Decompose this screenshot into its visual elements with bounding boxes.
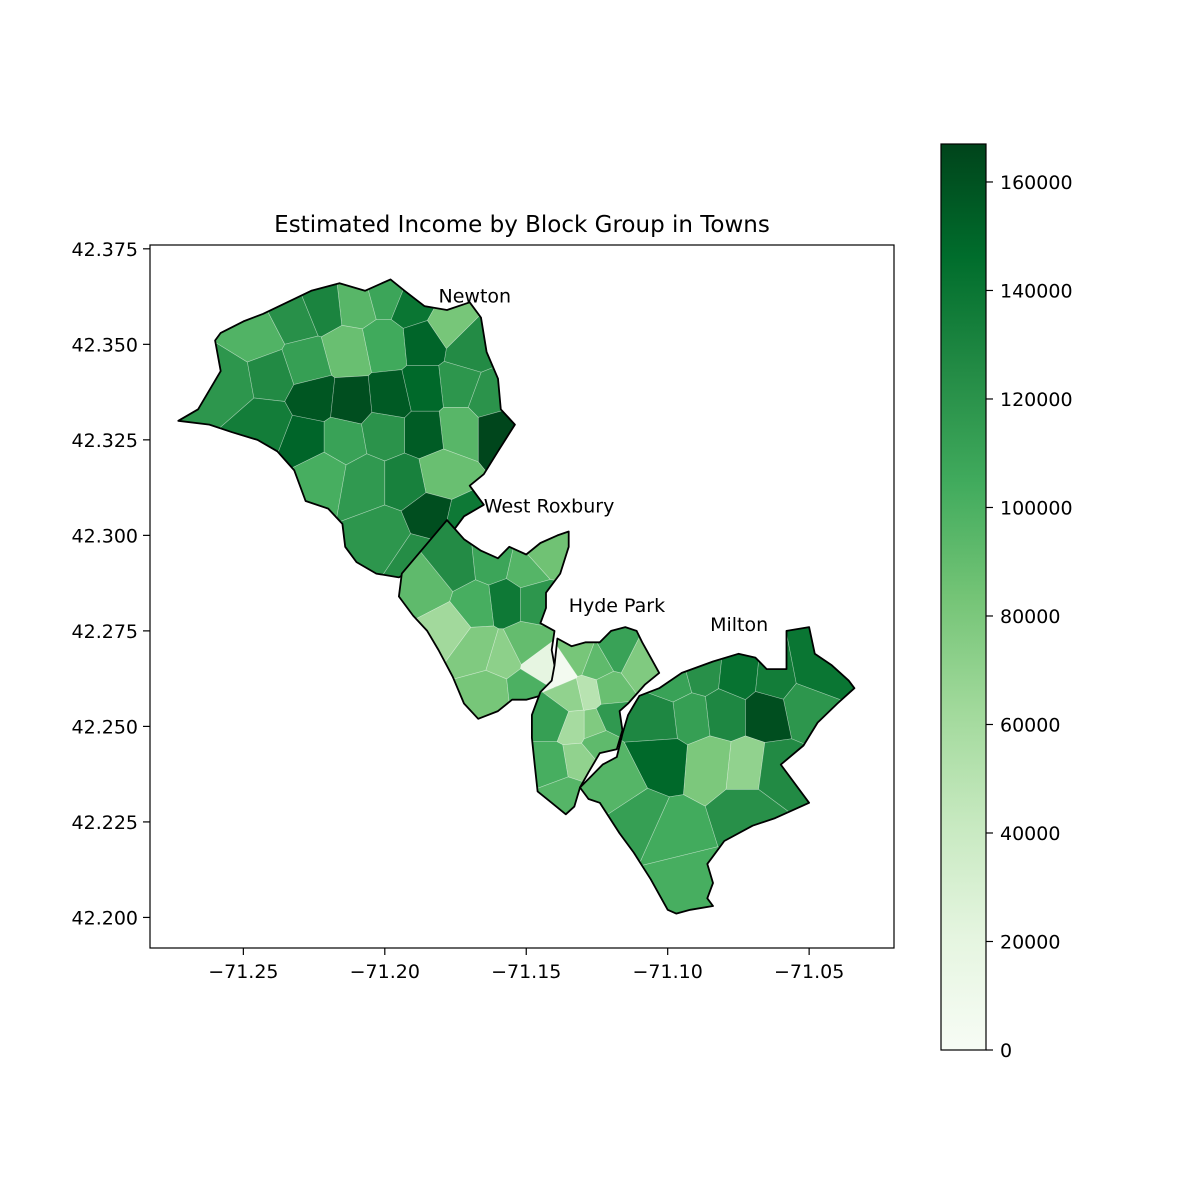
- colorbar-tick-label: 80000: [1000, 606, 1060, 628]
- y-tick-label: 42.350: [72, 334, 138, 356]
- town-boundary-milton: [579, 626, 856, 915]
- colorbar-tick-label: 140000: [1000, 280, 1073, 302]
- town-label: Newton: [439, 285, 512, 307]
- y-tick-label: 42.250: [72, 716, 138, 738]
- y-tick-label: 42.275: [72, 621, 138, 643]
- y-tick-label: 42.325: [72, 430, 138, 452]
- x-tick-label: −71.15: [491, 961, 561, 983]
- colorbar-tick-label: 20000: [1000, 931, 1060, 953]
- x-tick-label: −71.05: [774, 961, 844, 983]
- block-group: [320, 325, 372, 378]
- x-tick-label: −71.25: [208, 961, 278, 983]
- y-tick-label: 42.375: [72, 239, 138, 261]
- x-axis: −71.25 −71.20 −71.15 −71.10 −71.05: [208, 948, 844, 983]
- block-group: [672, 692, 711, 746]
- colorbar-tick-label: 120000: [1000, 389, 1073, 411]
- y-tick-label: 42.300: [72, 525, 138, 547]
- colorbar-gradient: [940, 143, 987, 1051]
- colorbar-tick-label: 100000: [1000, 497, 1073, 519]
- block-group: [335, 453, 386, 524]
- plot-area: [149, 244, 895, 949]
- colorbar-tick-label: 60000: [1000, 714, 1060, 736]
- town-labels: Newton West Roxbury Hyde Park Milton: [439, 285, 769, 636]
- town-label: Milton: [710, 614, 768, 636]
- town-boundary-hyde-park: [531, 626, 661, 816]
- y-tick-label: 42.225: [72, 812, 138, 834]
- chart-title: Estimated Income by Block Group in Towns: [274, 212, 770, 238]
- town-label: Hyde Park: [569, 595, 665, 617]
- plot-frame: [149, 244, 895, 949]
- colorbar-tick-label: 160000: [1000, 172, 1073, 194]
- town-boundary-west-roxbury: [398, 519, 570, 720]
- colorbar-tick-label: 0: [1000, 1040, 1012, 1062]
- block-group: [330, 375, 373, 425]
- x-tick-label: −71.10: [633, 961, 703, 983]
- x-tick-label: −71.20: [350, 961, 420, 983]
- colorbar: 0 20000 40000 60000 80000 100000 120000 140000 1…: [940, 143, 1073, 1062]
- y-axis: 42.375 42.350 42.325 42.300 42.275 42.250 42.2…: [72, 239, 150, 929]
- block-group: [725, 735, 766, 790]
- colorbar-ticks: 0 20000 40000 60000 80000 100000 120000 140000 1…: [986, 172, 1073, 1062]
- y-tick-label: 42.200: [72, 907, 138, 929]
- block-group: [361, 412, 405, 462]
- block-group: [247, 348, 295, 402]
- block-group: [637, 794, 719, 867]
- town-label: West Roxbury: [484, 495, 615, 517]
- colorbar-tick-label: 40000: [1000, 823, 1060, 845]
- town-boundary-newton: [177, 278, 516, 579]
